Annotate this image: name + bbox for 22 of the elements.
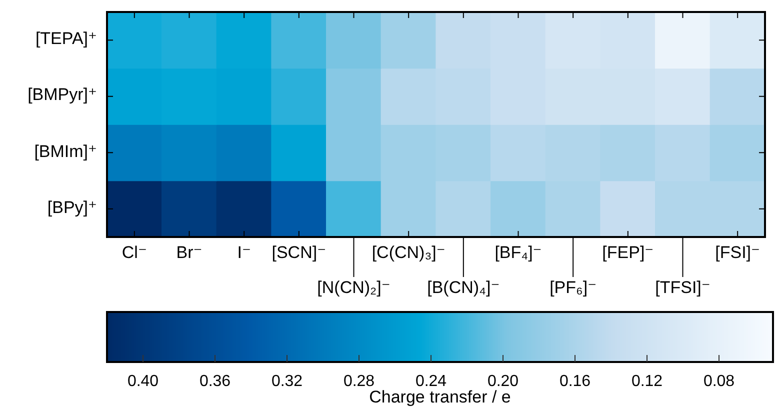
x-tick-label: [C(CN)₃]⁻ <box>372 243 446 263</box>
x-tick-label: [BF₄]⁻ <box>494 243 542 263</box>
color-bar-label: 0.32 <box>271 373 303 390</box>
y-tick-label: [TEPA]⁺ <box>35 29 97 50</box>
y-tick-label: [BPy]⁺ <box>47 198 97 218</box>
x-tick-label: I⁻ <box>237 243 251 263</box>
y-tick-label: [BMIm]⁺ <box>34 142 97 162</box>
x-tick-label: Br⁻ <box>176 243 202 263</box>
x-tick-label: [FSI]⁻ <box>715 243 760 263</box>
y-tick-label: [BMPyr]⁺ <box>28 85 97 106</box>
x-tick-label: [B(CN)₄]⁻ <box>427 278 500 298</box>
x-tick-label: Cl⁻ <box>122 243 147 263</box>
color-bar-label: 0.40 <box>127 373 159 390</box>
x-tick-label: [N(CN)₂]⁻ <box>317 278 390 298</box>
color-bar-label: 0.36 <box>199 373 231 390</box>
x-tick-label: [PF₆]⁻ <box>550 278 597 298</box>
color-bar-label: 0.16 <box>559 373 591 390</box>
color-bar-label: 0.08 <box>703 373 735 390</box>
color-bar-label: 0.12 <box>631 373 663 390</box>
x-tick-label: [SCN]⁻ <box>272 243 326 263</box>
x-tick-label: [FEP]⁻ <box>602 243 654 263</box>
x-tick-label: [TFSI]⁻ <box>655 278 710 298</box>
